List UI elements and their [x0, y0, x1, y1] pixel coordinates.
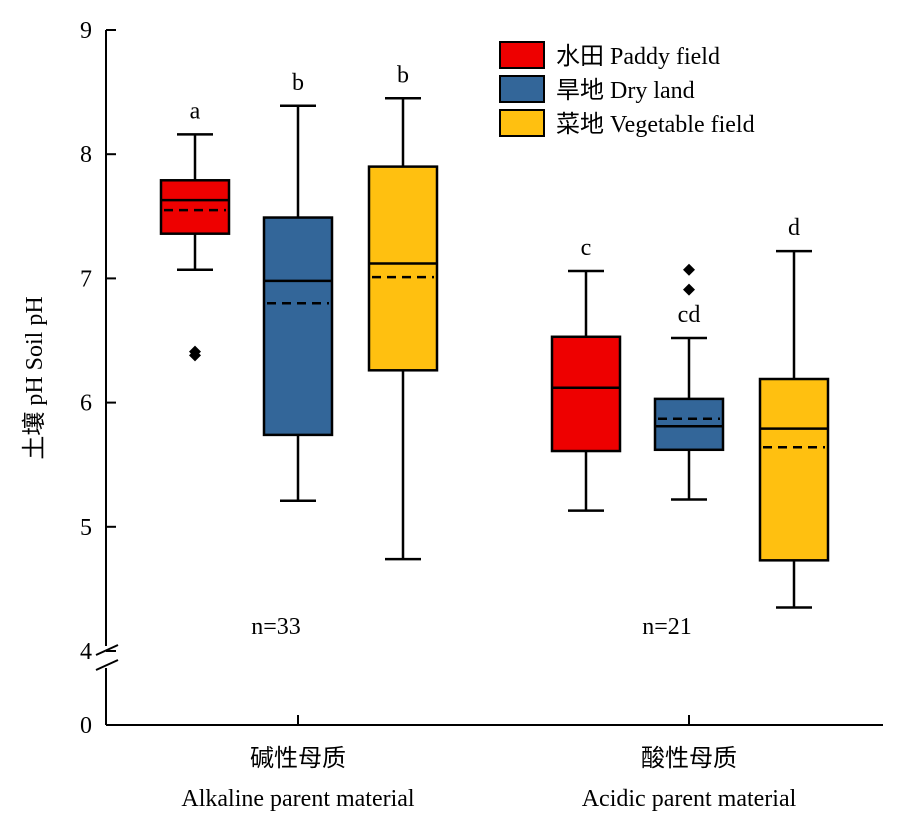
significance-label: a: [190, 98, 201, 124]
legend-swatch: [499, 41, 545, 69]
boxes: a b b c cd d: [159, 62, 830, 609]
legend-swatch: [499, 109, 545, 137]
legend-label: 水田 Paddy field: [556, 43, 720, 70]
box-1-0: c: [550, 235, 622, 512]
box-1-2: d: [758, 215, 830, 609]
outlier-point: [683, 263, 695, 276]
axes: 0 4 5 6 7 8 9 土壤 pH Soil pH: [21, 18, 883, 739]
box-body: [758, 377, 830, 562]
box-body: [262, 216, 334, 437]
box-body: [653, 397, 725, 452]
box-body: [159, 179, 231, 235]
outlier-point: [683, 283, 695, 296]
x-category-label-en: Acidic parent material: [582, 786, 797, 812]
outlier-point: [189, 345, 201, 358]
y-axis-break-mark: [95, 659, 119, 671]
significance-label: c: [581, 235, 592, 261]
y-axis-title: 土壤 pH Soil pH: [21, 296, 48, 459]
y-tick-label: 4: [80, 639, 92, 665]
x-category-label-cn: 碱性母质: [250, 745, 346, 772]
y-tick-label: 7: [80, 266, 92, 292]
legend-swatch: [499, 75, 545, 103]
box-0-1: b: [262, 70, 334, 502]
legend-label: 菜地 Vegetable field: [556, 111, 755, 138]
legend-label: 旱地 Dry land: [556, 77, 695, 104]
box-1-1: cd: [653, 263, 725, 501]
sample-size-label: n=33: [251, 614, 301, 640]
y-tick-label: 0: [80, 713, 92, 739]
legend: 水田 Paddy field 旱地 Dry land 菜地 Vegetable fi…: [499, 41, 755, 138]
y-tick-label: 8: [80, 142, 92, 168]
y-tick-label: 9: [80, 18, 92, 44]
box-body: [550, 335, 622, 453]
sample-size-label: n=21: [642, 614, 692, 640]
box-0-0: a: [159, 98, 231, 362]
x-category-label-en: Alkaline parent material: [181, 786, 415, 812]
x-category-label-cn: 酸性母质: [641, 745, 737, 772]
labels: n=33 碱性母质 Alkaline parent material n=21 酸性母质…: [181, 614, 796, 812]
significance-label: b: [292, 70, 304, 96]
box-body: [367, 165, 439, 372]
y-tick-label: 5: [80, 515, 92, 541]
significance-label: cd: [678, 302, 701, 328]
significance-label: d: [788, 215, 800, 241]
significance-label: b: [397, 62, 409, 88]
y-tick-label: 6: [80, 391, 92, 417]
box-0-2: b: [367, 62, 439, 561]
